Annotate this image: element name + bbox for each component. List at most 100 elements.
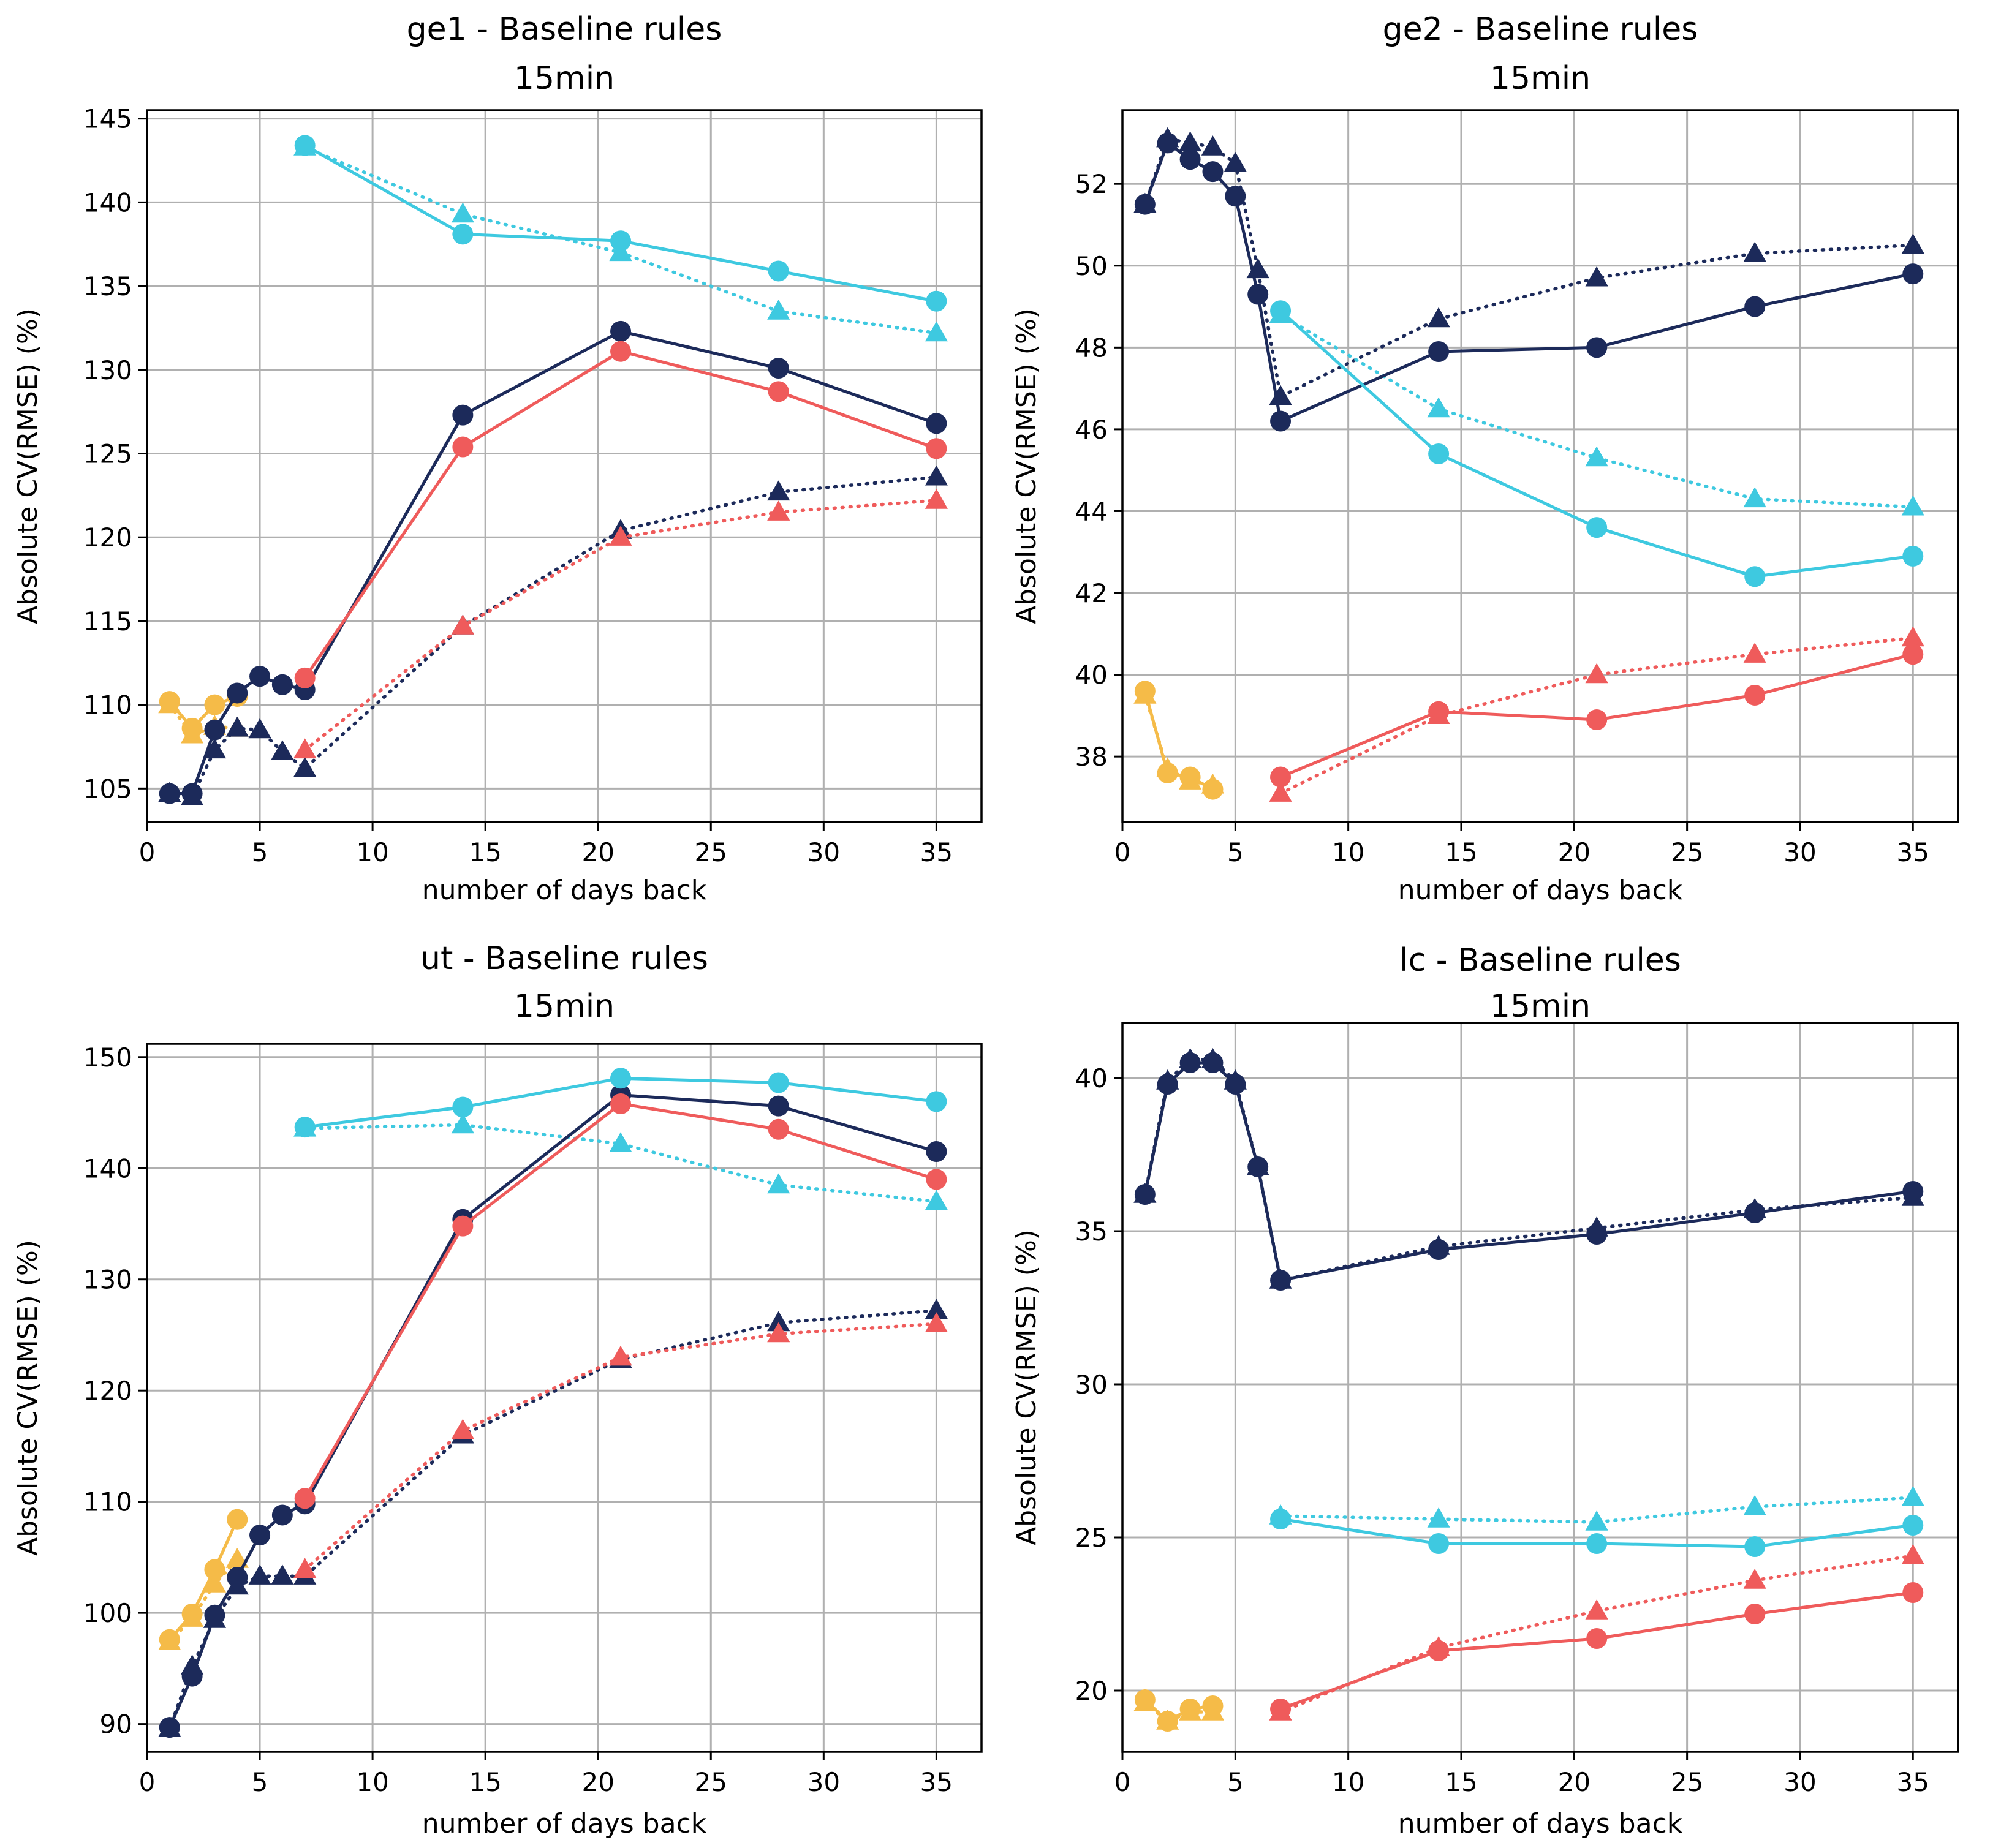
y-axis-label: Absolute CV(RMSE) (%) <box>1011 1229 1042 1545</box>
data-point <box>1744 1202 1766 1223</box>
data-point <box>1269 782 1292 802</box>
y-axis-label: Absolute CV(RMSE) (%) <box>1011 308 1042 624</box>
data-point <box>1586 709 1608 731</box>
data-point <box>1270 1509 1292 1529</box>
y-tick-label: 20 <box>1075 1676 1108 1706</box>
x-tick-label: 15 <box>469 1767 501 1797</box>
data-point <box>1270 766 1292 788</box>
data-point <box>1202 779 1224 800</box>
series-yellow-circle <box>1134 1689 1224 1732</box>
data-point <box>294 667 316 688</box>
series-cyan-circle <box>294 1068 947 1138</box>
y-tick-label: 105 <box>83 774 132 804</box>
x-tick-label: 20 <box>581 837 614 867</box>
data-point <box>1585 1510 1608 1531</box>
data-point <box>1179 1052 1201 1073</box>
y-tick-label: 100 <box>83 1598 132 1628</box>
x-tick-label: 25 <box>695 1767 727 1797</box>
series-cyan-circle <box>1270 300 1924 587</box>
data-point <box>1179 149 1201 170</box>
series-line <box>1143 693 1215 787</box>
series-line <box>303 1123 939 1204</box>
data-point <box>451 1419 474 1439</box>
data-point <box>926 1169 947 1190</box>
data-point <box>926 1141 947 1163</box>
data-point <box>1901 233 1924 254</box>
data-point <box>271 674 293 695</box>
data-point <box>204 694 225 715</box>
data-point <box>1157 762 1178 783</box>
y-tick-label: 135 <box>83 271 132 301</box>
series-coral-triangle <box>293 489 948 759</box>
series-navy-circle <box>159 1084 947 1738</box>
x-tick-label: 0 <box>139 1767 156 1797</box>
data-point <box>203 1572 227 1593</box>
data-point <box>294 1117 316 1138</box>
data-point <box>925 489 948 509</box>
data-point <box>925 1312 948 1332</box>
data-point <box>1428 1533 1450 1554</box>
data-point <box>159 1629 180 1650</box>
data-point <box>1427 397 1450 418</box>
x-tick-label: 30 <box>808 837 840 867</box>
data-point <box>768 1118 789 1140</box>
data-point <box>1179 131 1202 152</box>
data-point <box>1586 1533 1608 1554</box>
data-point <box>1901 495 1924 516</box>
x-tick-label: 0 <box>1114 1767 1131 1797</box>
y-tick-label: 40 <box>1075 1063 1108 1093</box>
series-line <box>1279 636 1915 796</box>
y-axis-label: Absolute CV(RMSE) (%) <box>12 308 44 624</box>
x-tick-label: 20 <box>1558 1767 1591 1797</box>
plot-area <box>158 1068 948 1738</box>
data-point <box>1585 1599 1608 1620</box>
data-point <box>451 1113 474 1134</box>
data-point <box>181 1603 203 1624</box>
data-point <box>610 320 632 342</box>
series-cyan-triangle <box>1269 303 1924 516</box>
data-point <box>1744 684 1766 706</box>
series-yellow-circle <box>1134 681 1224 800</box>
series-navy-circle <box>1134 1052 1924 1291</box>
data-point <box>767 1173 790 1194</box>
data-point <box>204 1559 225 1580</box>
grid <box>146 1044 982 1752</box>
chart-lc: lc - Baseline rules 15min 0 5 10 15 20 25 30 35 20… <box>1011 942 1959 1839</box>
data-point <box>1586 517 1608 538</box>
data-point <box>767 300 790 320</box>
data-point <box>1901 1486 1924 1506</box>
y-tick-label: 30 <box>1075 1370 1108 1400</box>
x-tick-label: 25 <box>1671 1767 1703 1797</box>
series-line <box>168 330 938 795</box>
data-point <box>1428 701 1450 722</box>
axes-frame <box>146 109 983 823</box>
data-point <box>1270 1270 1292 1291</box>
data-point <box>925 1190 948 1210</box>
data-point <box>1427 307 1450 328</box>
y-tick-label: 150 <box>83 1043 132 1073</box>
data-point <box>452 1096 474 1118</box>
data-point <box>1901 1544 1924 1564</box>
x-tick-label: 15 <box>469 837 501 867</box>
data-point <box>227 1567 248 1588</box>
series-line <box>168 1558 239 1644</box>
data-point <box>926 290 947 312</box>
data-point <box>925 465 948 486</box>
data-point <box>181 1665 203 1687</box>
data-point <box>451 202 474 223</box>
series-coral-circle <box>294 1093 947 1509</box>
x-tick-label: 30 <box>1783 837 1816 867</box>
data-point <box>1586 337 1608 358</box>
x-tick-label: 0 <box>1114 837 1131 867</box>
axes-frame <box>1121 1022 1959 1753</box>
data-point <box>1743 1495 1766 1515</box>
x-tick-label: 20 <box>581 1767 614 1797</box>
x-tick-label: 15 <box>1445 1767 1477 1797</box>
y-tick-label: 130 <box>83 355 132 385</box>
series-line <box>168 1518 239 1642</box>
y-tick-label: 38 <box>1075 742 1108 772</box>
y-tick-label: 40 <box>1075 660 1108 690</box>
data-point <box>1157 132 1178 154</box>
x-tick-label: 30 <box>808 1767 840 1797</box>
